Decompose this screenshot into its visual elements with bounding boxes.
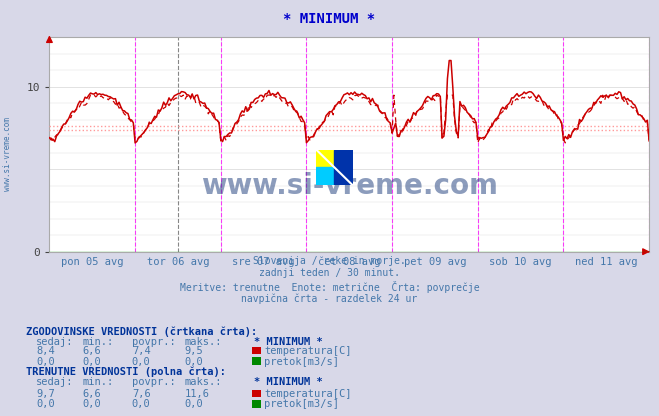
Text: min.:: min.: — [82, 377, 113, 387]
Text: * MINIMUM *: * MINIMUM * — [254, 337, 322, 347]
Text: Slovenija / reke in morje.: Slovenija / reke in morje. — [253, 256, 406, 266]
Text: sedaj:: sedaj: — [36, 337, 74, 347]
Text: 0,0: 0,0 — [82, 357, 101, 366]
Text: 0,0: 0,0 — [36, 399, 55, 409]
Text: 7,4: 7,4 — [132, 346, 150, 356]
Text: 0,0: 0,0 — [185, 399, 203, 409]
Text: temperatura[C]: temperatura[C] — [264, 346, 352, 356]
Text: 0,0: 0,0 — [132, 357, 150, 366]
Text: TRENUTNE VREDNOSTI (polna črta):: TRENUTNE VREDNOSTI (polna črta): — [26, 367, 226, 377]
Text: temperatura[C]: temperatura[C] — [264, 389, 352, 399]
Text: 8,4: 8,4 — [36, 346, 55, 356]
Text: 0,0: 0,0 — [36, 357, 55, 366]
Text: * MINIMUM *: * MINIMUM * — [254, 377, 322, 387]
Bar — [335, 150, 353, 185]
Text: Meritve: trenutne  Enote: metrične  Črta: povprečje: Meritve: trenutne Enote: metrične Črta: … — [180, 281, 479, 293]
Text: maks.:: maks.: — [185, 377, 222, 387]
Text: 0,0: 0,0 — [82, 399, 101, 409]
Text: 0,0: 0,0 — [185, 357, 203, 366]
Text: 9,5: 9,5 — [185, 346, 203, 356]
Text: povpr.:: povpr.: — [132, 337, 175, 347]
Text: pretok[m3/s]: pretok[m3/s] — [264, 357, 339, 366]
Text: povpr.:: povpr.: — [132, 377, 175, 387]
Text: 11,6: 11,6 — [185, 389, 210, 399]
Text: 0,0: 0,0 — [132, 399, 150, 409]
Text: min.:: min.: — [82, 337, 113, 347]
Text: 7,6: 7,6 — [132, 389, 150, 399]
Text: pretok[m3/s]: pretok[m3/s] — [264, 399, 339, 409]
Text: 6,6: 6,6 — [82, 389, 101, 399]
Text: www.si-vreme.com: www.si-vreme.com — [3, 117, 13, 191]
Text: 6,6: 6,6 — [82, 346, 101, 356]
Bar — [316, 167, 335, 185]
Text: 9,7: 9,7 — [36, 389, 55, 399]
Text: * MINIMUM *: * MINIMUM * — [283, 12, 376, 26]
Text: navpična črta - razdelek 24 ur: navpična črta - razdelek 24 ur — [241, 293, 418, 304]
Text: ZGODOVINSKE VREDNOSTI (črtkana črta):: ZGODOVINSKE VREDNOSTI (črtkana črta): — [26, 327, 258, 337]
Text: maks.:: maks.: — [185, 337, 222, 347]
Bar — [316, 150, 335, 167]
Text: zadnji teden / 30 minut.: zadnji teden / 30 minut. — [259, 268, 400, 278]
Text: sedaj:: sedaj: — [36, 377, 74, 387]
Text: www.si-vreme.com: www.si-vreme.com — [201, 172, 498, 200]
